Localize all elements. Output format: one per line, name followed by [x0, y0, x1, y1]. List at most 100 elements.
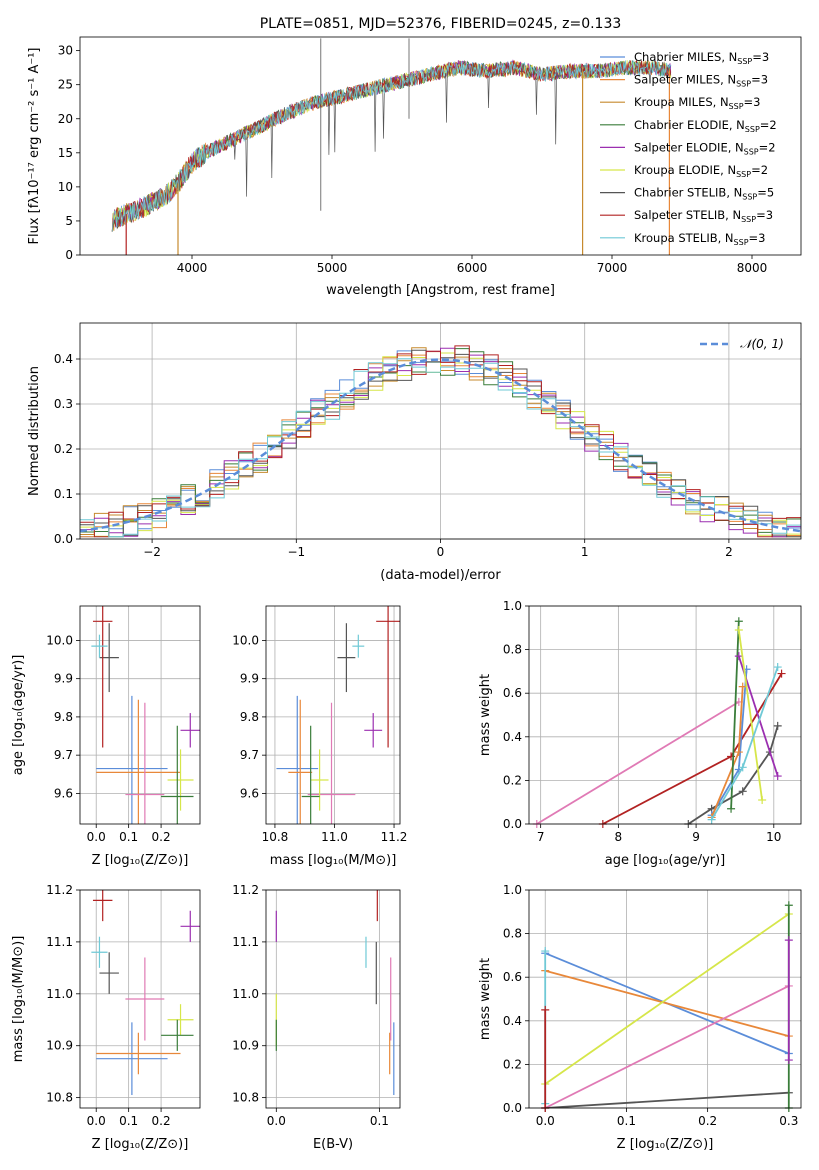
y-tick-label: 0 — [65, 248, 73, 262]
x-tick-label: 0.0 — [267, 1114, 286, 1128]
weight-vs-z-frame — [528, 889, 802, 1109]
x-axis-label: Z [log₁₀(Z/Z⊙)] — [617, 1137, 714, 1152]
weight-marker — [784, 1056, 793, 1065]
weight-series-4 — [544, 985, 790, 1108]
weight-marker — [738, 787, 747, 796]
histogram-series-1 — [80, 350, 801, 538]
y-tick-label: 11.2 — [46, 883, 73, 897]
y-tick-label: 15 — [58, 146, 73, 160]
weight-series-3 — [544, 913, 790, 1085]
y-tick-label: 11.1 — [232, 935, 259, 949]
x-tick-label: 0.2 — [698, 1114, 717, 1128]
x-tick-label: 7000 — [597, 261, 628, 275]
x-tick-label: 0.2 — [152, 1114, 171, 1128]
errorbar-point — [125, 702, 165, 824]
x-tick-label: 0 — [437, 545, 445, 559]
x-tick-label: 6000 — [457, 261, 488, 275]
weight-series-8 — [737, 629, 763, 801]
histogram-series-9 — [80, 358, 801, 538]
age-vs-mass-axes: 10.8 11.0 11.2 9.6 9.7 9.8 9.9 10.0 — [232, 606, 407, 844]
y-tick-label: 0.0 — [503, 817, 522, 831]
weight-series-5 — [545, 1091, 789, 1108]
x-tick-label: −2 — [143, 545, 161, 559]
y-axis-label: mass [log₁₀(M/M⊙)] — [11, 936, 26, 1063]
weight-marker — [541, 1005, 550, 1014]
x-tick-label: 0.0 — [87, 830, 106, 844]
y-tick-label: 0.6 — [503, 970, 522, 984]
y-tick-label: 0.4 — [503, 1014, 522, 1028]
y-tick-label: 9.8 — [54, 710, 73, 724]
y-tick-label: 10.9 — [232, 1039, 259, 1053]
y-tick-label: 0.2 — [503, 773, 522, 787]
weight-marker — [734, 617, 743, 626]
y-tick-label: 9.6 — [54, 786, 73, 800]
x-tick-label: 0.3 — [779, 1114, 798, 1128]
y-tick-label: 5 — [65, 214, 73, 228]
spectrum-axes: 4000 5000 6000 7000 8000 0 5 10 15 20 25 30 — [58, 44, 768, 275]
errorbar-point — [301, 725, 320, 824]
hist-axes: −2 −1 0 1 2 0.0 0.1 0.2 0.3 0.4 — [54, 323, 801, 559]
weight-marker — [541, 947, 550, 956]
y-tick-label: 10.8 — [46, 1091, 73, 1105]
errorbar-point — [92, 606, 113, 748]
errorbar-point — [96, 1032, 181, 1075]
weight-marker — [773, 663, 782, 672]
x-tick-label: 8 — [615, 830, 623, 844]
errorbar-point — [96, 699, 181, 824]
x-axis-label: wavelength [Angstrom, rest frame] — [326, 283, 555, 298]
y-tick-label: 10 — [58, 180, 73, 194]
x-axis-label: mass [log₁₀(M/M⊙)] — [270, 853, 397, 868]
x-tick-label: 10 — [766, 830, 781, 844]
x-axis-label: (data-model)/error — [380, 568, 501, 583]
x-axis-label: age [log₁₀(age/yr)] — [605, 853, 726, 868]
mass-vs-ebv-frame — [265, 889, 401, 1109]
chart-title: PLATE=0851, MJD=52376, FIBERID=0245, z=0… — [260, 16, 622, 32]
y-tick-label: 11.1 — [46, 935, 73, 949]
errorbar-point — [352, 634, 365, 658]
y-axis-label: mass weight — [478, 674, 493, 756]
y-tick-label: 9.7 — [240, 748, 259, 762]
x-tick-label: 0.2 — [152, 830, 171, 844]
weight-marker — [734, 748, 743, 757]
y-tick-label: 0.2 — [503, 1057, 522, 1071]
errorbar-point — [161, 725, 194, 824]
y-axis-label: Normed distribution — [27, 366, 42, 496]
errorbar-point — [167, 1004, 194, 1036]
y-tick-label: 25 — [58, 78, 73, 92]
errorbar-point — [91, 936, 108, 968]
mass-vs-ebv-axes: 0.0 0.1 10.8 10.9 11.0 11.1 11.2 — [232, 883, 400, 1128]
weight-marker — [738, 682, 747, 691]
x-tick-label: 0.1 — [119, 830, 138, 844]
errorbar-point — [167, 749, 194, 811]
x-axis-label: E(B-V) — [313, 1137, 353, 1152]
y-tick-label: 0.8 — [503, 643, 522, 657]
x-axis-label: Z [log₁₀(Z/Z⊙)] — [92, 1137, 189, 1152]
y-tick-label: 9.9 — [54, 672, 73, 686]
age-vs-mass-frame — [265, 605, 401, 825]
errorbar-point — [96, 695, 168, 824]
y-tick-label: 0.1 — [54, 487, 73, 501]
x-tick-label: 8000 — [737, 261, 768, 275]
weight-marker — [784, 936, 793, 945]
legend-label: Salpeter ELODIE, NSSP=2 — [634, 140, 776, 156]
age-vs-z-axes: 0.0 0.1 0.2 9.6 9.7 9.8 9.9 10.0 — [46, 606, 200, 844]
spectrum-legend: Chabrier MILES, NSSP=3 Salpeter MILES, NS… — [600, 50, 777, 247]
legend-label: Kroupa STELIB, NSSP=3 — [634, 231, 765, 247]
x-tick-label: 0.1 — [617, 1114, 636, 1128]
errorbar-point — [125, 957, 165, 1041]
y-tick-label: 0.2 — [54, 442, 73, 456]
x-tick-label: 0.1 — [370, 1114, 389, 1128]
x-tick-label: 4000 — [177, 261, 208, 275]
y-tick-label: 9.7 — [54, 748, 73, 762]
normal-curve — [79, 358, 802, 533]
weight-series-2 — [544, 969, 790, 1037]
y-tick-label: 0.4 — [503, 730, 522, 744]
weight-series-4 — [710, 669, 748, 816]
y-tick-label: 10.8 — [232, 1091, 259, 1105]
y-tick-label: 1.0 — [503, 883, 522, 897]
mass-vs-z-frame — [79, 889, 201, 1109]
errorbar-point — [96, 1022, 168, 1096]
weight-marker — [777, 669, 786, 678]
errorbar-point — [91, 634, 108, 658]
weight-vs-age-frame — [528, 605, 802, 825]
